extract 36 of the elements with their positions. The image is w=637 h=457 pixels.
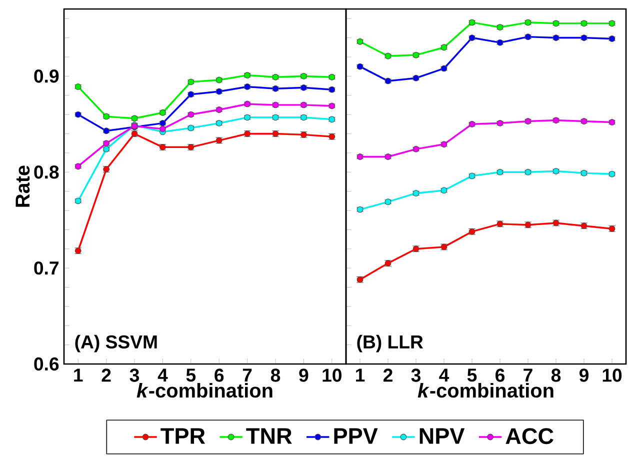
x-axis-title: k-combination (136, 383, 272, 398)
x-tick-label: 10 (602, 368, 622, 382)
point (244, 72, 251, 78)
x-tick-label: 1 (74, 368, 83, 382)
text: (B) LLR (357, 334, 424, 352)
x-tick-label: 7 (242, 368, 252, 382)
x-tick-label: 9 (579, 368, 588, 382)
legend-label: ACC (506, 428, 554, 444)
x-tick-label: 6 (214, 368, 224, 382)
x-tick-label: 7 (524, 368, 532, 382)
text: (A) SSVM (75, 334, 157, 352)
x-tick-label: 5 (467, 368, 477, 382)
y-tick-label: 0.6 (34, 357, 59, 371)
y-tick-label: 0.8 (34, 166, 59, 179)
x-tick-label: 8 (551, 368, 561, 382)
legend-label: PPV (334, 428, 378, 444)
x-tick-label: 2 (102, 368, 111, 382)
y-tick-label: 0.7 (34, 261, 58, 275)
legend-label: TPR (160, 428, 206, 444)
x-tick-label: 5 (186, 368, 196, 382)
y-tick-label: 0.9 (34, 70, 59, 83)
x-tick-label: 3 (411, 368, 420, 382)
x-tick-label: 4 (158, 368, 168, 382)
legend-label: NPV (420, 428, 465, 444)
legend-label: TNR (246, 428, 292, 444)
x-tick-label: 1 (356, 368, 365, 382)
x-tick-label: 4 (439, 368, 450, 382)
x-tick-label: 9 (299, 368, 308, 382)
x-tick-label: 10 (322, 368, 342, 382)
x-axis-title: k-combination (418, 383, 554, 398)
y-axis-title: Rate (16, 166, 30, 207)
point (160, 126, 166, 132)
x-tick-label: 8 (270, 368, 280, 382)
x-tick-label: 3 (130, 368, 139, 382)
x-tick-label: 6 (496, 368, 504, 382)
x-tick-label: 2 (383, 368, 392, 382)
